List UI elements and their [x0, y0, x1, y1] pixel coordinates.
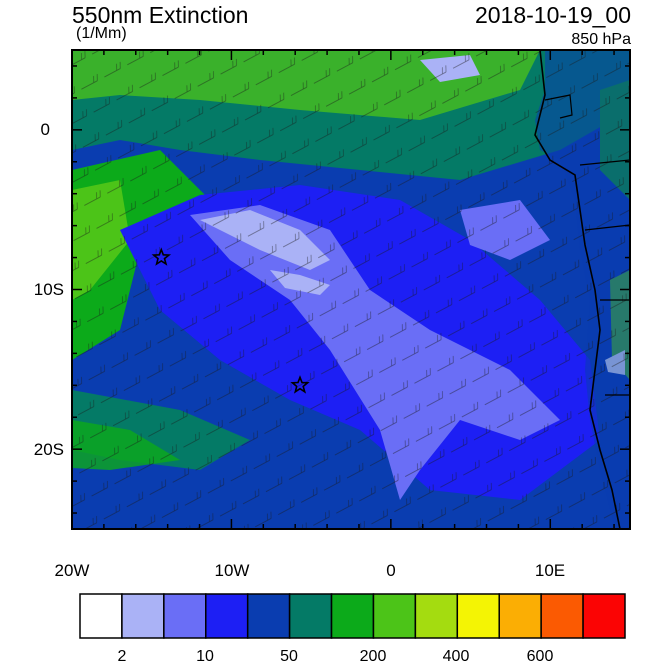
x-tick-label: 0	[386, 561, 396, 580]
colorbar-swatch	[79, 593, 123, 639]
colorbar-swatch	[121, 593, 165, 639]
colorbar-label: 10	[196, 648, 214, 665]
colorbar-label: 2	[117, 648, 127, 665]
colorbar-swatch	[163, 593, 207, 639]
colorbar-label: 600	[526, 648, 554, 665]
star-marker	[290, 375, 310, 394]
units-label: (1/Mm)	[76, 25, 127, 42]
colorbar-swatch	[372, 593, 417, 639]
y-tick-label: 20S	[33, 440, 64, 459]
colorbar-swatch	[288, 593, 333, 639]
marker-layer	[151, 247, 310, 394]
colorbar-label: 400	[442, 648, 470, 665]
colorbar-swatch	[205, 593, 249, 639]
x-tick-label: 10W	[214, 561, 250, 580]
map-title: 550nm Extinction	[72, 2, 249, 28]
colorbar-swatch	[456, 593, 500, 639]
star-marker	[151, 247, 172, 266]
y-tick-label: 10S	[33, 280, 64, 299]
colorbar-swatch	[498, 593, 542, 639]
colorbar-swatch	[582, 593, 626, 639]
colorbar-swatch	[540, 593, 584, 639]
extinction-field	[72, 50, 630, 529]
colorbar-swatch	[246, 593, 291, 639]
pressure-level-label: 850 hPa	[571, 31, 631, 48]
colorbar-label: 50	[280, 648, 298, 665]
wind-barbs	[72, 50, 630, 529]
x-tick-label: 20W	[54, 561, 90, 580]
colorbar-label: 200	[359, 648, 387, 665]
colorbar	[79, 593, 626, 639]
axis-ticks	[71, 50, 630, 529]
x-tick-label: 10E	[534, 561, 566, 580]
country-border	[544, 94, 573, 119]
y-tick-label: 0	[40, 120, 50, 139]
country-border	[579, 159, 630, 396]
datetime-label: 2018-10-19_00	[474, 2, 631, 28]
coastline	[534, 50, 621, 529]
colorbar-swatch	[330, 593, 375, 639]
colorbar-swatch	[414, 593, 459, 639]
